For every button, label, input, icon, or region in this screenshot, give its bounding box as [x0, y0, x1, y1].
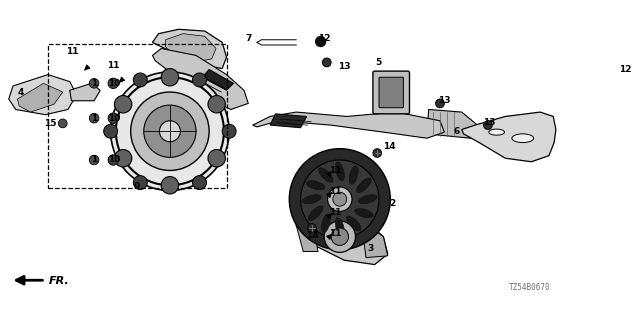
FancyBboxPatch shape: [373, 71, 410, 114]
Circle shape: [144, 105, 196, 157]
Text: 11: 11: [329, 187, 342, 196]
Circle shape: [484, 121, 492, 130]
Text: 14: 14: [383, 142, 396, 151]
Text: 10: 10: [108, 156, 120, 164]
Text: 13: 13: [438, 96, 451, 105]
Text: 6: 6: [453, 127, 460, 136]
Text: 7: 7: [245, 34, 252, 44]
Circle shape: [620, 116, 631, 126]
Circle shape: [316, 36, 326, 47]
Circle shape: [193, 176, 207, 189]
Text: 11: 11: [329, 229, 342, 238]
Ellipse shape: [512, 134, 534, 143]
Circle shape: [108, 155, 118, 165]
Ellipse shape: [335, 218, 344, 236]
Text: 12: 12: [318, 34, 330, 44]
Polygon shape: [362, 221, 388, 258]
Ellipse shape: [335, 162, 344, 180]
Text: TZ54B0670: TZ54B0670: [509, 284, 550, 292]
Circle shape: [331, 228, 349, 245]
Ellipse shape: [356, 178, 371, 193]
Circle shape: [90, 155, 99, 165]
Circle shape: [133, 73, 147, 87]
Ellipse shape: [307, 181, 325, 190]
Text: 5: 5: [375, 58, 381, 67]
Polygon shape: [9, 75, 77, 115]
Circle shape: [104, 124, 118, 138]
Circle shape: [193, 73, 207, 87]
Circle shape: [308, 224, 316, 232]
Circle shape: [436, 99, 444, 108]
Circle shape: [208, 149, 225, 167]
Circle shape: [111, 72, 229, 190]
Circle shape: [90, 78, 99, 88]
Circle shape: [58, 119, 67, 128]
Circle shape: [161, 68, 179, 86]
Polygon shape: [202, 69, 234, 90]
Text: 10: 10: [108, 114, 120, 123]
Text: 15: 15: [44, 119, 57, 128]
Polygon shape: [253, 112, 444, 138]
Text: 1: 1: [91, 156, 97, 164]
Text: 9: 9: [134, 182, 140, 191]
Circle shape: [115, 96, 132, 113]
Ellipse shape: [349, 166, 358, 184]
Text: 3: 3: [367, 244, 373, 253]
Polygon shape: [270, 114, 307, 128]
Text: 13: 13: [483, 118, 496, 127]
Polygon shape: [296, 214, 388, 265]
Ellipse shape: [319, 168, 333, 182]
Circle shape: [159, 121, 180, 142]
Polygon shape: [17, 83, 63, 112]
Circle shape: [131, 92, 209, 171]
Polygon shape: [427, 109, 477, 138]
Ellipse shape: [358, 195, 377, 204]
Text: 12: 12: [620, 65, 632, 74]
Circle shape: [289, 149, 390, 250]
Text: 10: 10: [108, 79, 120, 88]
Text: 1: 1: [91, 79, 97, 88]
Text: 2: 2: [389, 199, 396, 208]
Circle shape: [108, 78, 118, 89]
Circle shape: [301, 160, 379, 238]
Text: 11: 11: [329, 208, 342, 217]
Text: 11: 11: [66, 47, 79, 56]
Circle shape: [373, 149, 381, 157]
Circle shape: [161, 177, 179, 194]
Polygon shape: [152, 48, 248, 109]
Text: 11: 11: [329, 166, 342, 175]
Ellipse shape: [308, 206, 323, 220]
Polygon shape: [70, 83, 100, 101]
Text: 4: 4: [18, 88, 24, 97]
Circle shape: [90, 113, 99, 123]
Circle shape: [222, 124, 236, 138]
Circle shape: [323, 58, 331, 67]
Ellipse shape: [346, 216, 361, 231]
Polygon shape: [166, 34, 216, 62]
Ellipse shape: [303, 195, 321, 204]
Text: 13: 13: [338, 62, 351, 71]
Polygon shape: [296, 225, 318, 252]
Polygon shape: [462, 112, 556, 162]
Ellipse shape: [489, 129, 504, 135]
Ellipse shape: [355, 209, 373, 218]
Circle shape: [333, 192, 347, 206]
Bar: [48, 44, 227, 188]
Text: 1: 1: [91, 114, 97, 123]
FancyBboxPatch shape: [379, 77, 403, 108]
Text: 14: 14: [306, 231, 318, 240]
Circle shape: [108, 113, 118, 124]
Text: FR.: FR.: [49, 276, 70, 286]
Circle shape: [133, 176, 147, 189]
Polygon shape: [152, 29, 227, 68]
Circle shape: [324, 221, 355, 252]
Ellipse shape: [321, 214, 330, 233]
Circle shape: [208, 96, 225, 113]
Text: 11: 11: [107, 61, 120, 70]
Circle shape: [115, 149, 132, 167]
Circle shape: [328, 187, 352, 212]
